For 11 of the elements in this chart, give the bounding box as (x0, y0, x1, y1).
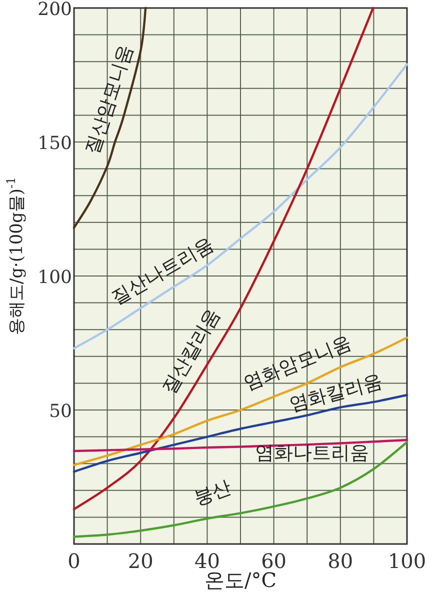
x-tick-label: 0 (68, 549, 80, 573)
line-series (72, 441, 408, 538)
y-tick-label: 50 (49, 401, 72, 422)
line-series (72, 6, 147, 229)
x-tick-label: 100 (388, 549, 426, 573)
text: 붕산 (191, 476, 234, 510)
x-tick-label: 20 (128, 549, 154, 573)
x-tick-label: 80 (328, 549, 354, 573)
y-tick-label: 200 (38, 0, 72, 20)
y-tick-label: 100 (38, 267, 72, 288)
y-tick-label: 150 (38, 133, 72, 154)
